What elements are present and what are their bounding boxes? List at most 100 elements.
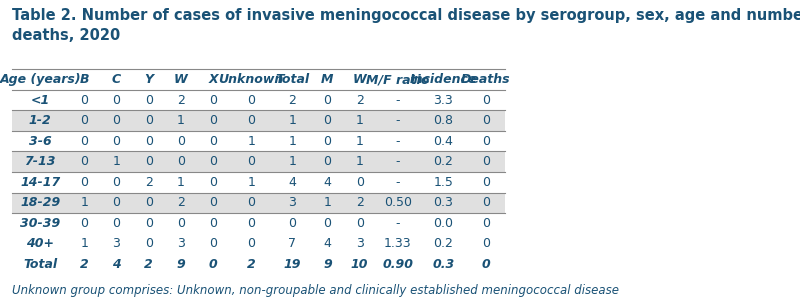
Text: 9: 9 — [177, 258, 186, 271]
Text: 3: 3 — [356, 237, 364, 250]
Text: 0: 0 — [482, 217, 490, 230]
Text: 10: 10 — [351, 258, 369, 271]
Text: 1: 1 — [356, 155, 364, 168]
Text: 1: 1 — [288, 135, 296, 148]
Text: 4: 4 — [112, 258, 121, 271]
Text: 0: 0 — [113, 135, 121, 148]
Text: C: C — [112, 73, 121, 86]
Text: 0.3: 0.3 — [432, 258, 454, 271]
Text: 0: 0 — [482, 196, 490, 209]
Text: 2: 2 — [144, 258, 153, 271]
Text: 0: 0 — [80, 114, 88, 127]
Text: 1: 1 — [356, 135, 364, 148]
Text: 30-39: 30-39 — [20, 217, 60, 230]
Bar — [13, 172, 505, 193]
Text: 0: 0 — [145, 217, 153, 230]
Text: 0: 0 — [247, 196, 255, 209]
Text: 0: 0 — [209, 135, 217, 148]
Bar — [13, 254, 505, 275]
Text: 1: 1 — [80, 237, 88, 250]
Text: 0.2: 0.2 — [434, 237, 453, 250]
Text: -: - — [395, 135, 400, 148]
Text: 3: 3 — [177, 237, 185, 250]
Bar — [13, 110, 505, 131]
Text: 0: 0 — [247, 237, 255, 250]
Text: W: W — [353, 73, 366, 86]
Text: Total: Total — [23, 258, 58, 271]
Text: 0: 0 — [80, 217, 88, 230]
Text: 0: 0 — [247, 217, 255, 230]
Text: Age (years): Age (years) — [0, 73, 81, 86]
Text: 0: 0 — [482, 114, 490, 127]
Text: 0: 0 — [113, 114, 121, 127]
Text: 0: 0 — [356, 217, 364, 230]
Text: 9: 9 — [323, 258, 332, 271]
Text: 4: 4 — [323, 176, 331, 189]
Text: 0.0: 0.0 — [434, 217, 454, 230]
Text: Table 2. Number of cases of invasive meningococcal disease by serogroup, sex, ag: Table 2. Number of cases of invasive men… — [13, 8, 800, 43]
Text: 1: 1 — [113, 155, 120, 168]
Text: 1: 1 — [177, 114, 185, 127]
Text: 0: 0 — [145, 237, 153, 250]
Text: 0: 0 — [177, 135, 185, 148]
Text: 2: 2 — [80, 258, 89, 271]
Text: 2: 2 — [356, 196, 364, 209]
Text: 18-29: 18-29 — [20, 196, 60, 209]
Text: 1: 1 — [177, 176, 185, 189]
Text: Deaths: Deaths — [461, 73, 510, 86]
Text: 0: 0 — [209, 114, 217, 127]
Text: X: X — [208, 73, 218, 86]
Text: 2: 2 — [177, 196, 185, 209]
Text: 0: 0 — [247, 94, 255, 107]
Text: 0: 0 — [209, 176, 217, 189]
Text: 0: 0 — [482, 176, 490, 189]
Text: -: - — [395, 155, 400, 168]
Text: 1: 1 — [288, 155, 296, 168]
Text: -: - — [395, 217, 400, 230]
Text: 14-17: 14-17 — [20, 176, 60, 189]
Text: 0.4: 0.4 — [434, 135, 453, 148]
Text: 0: 0 — [113, 94, 121, 107]
Text: Y: Y — [144, 73, 153, 86]
Text: 3: 3 — [113, 237, 120, 250]
Text: 3: 3 — [288, 196, 296, 209]
Text: 19: 19 — [283, 258, 301, 271]
Text: 2: 2 — [177, 94, 185, 107]
Text: M: M — [321, 73, 334, 86]
Bar — [13, 69, 505, 90]
Text: 2: 2 — [145, 176, 153, 189]
Text: 0: 0 — [80, 155, 88, 168]
Text: 7-13: 7-13 — [25, 155, 56, 168]
Text: 0: 0 — [209, 258, 218, 271]
Text: 0: 0 — [113, 196, 121, 209]
Text: 0: 0 — [209, 94, 217, 107]
Text: 0: 0 — [177, 155, 185, 168]
Text: 2: 2 — [247, 258, 256, 271]
Text: 1.33: 1.33 — [384, 237, 411, 250]
Text: 0: 0 — [247, 114, 255, 127]
Text: 0: 0 — [177, 217, 185, 230]
Text: 0: 0 — [482, 155, 490, 168]
Text: 0: 0 — [356, 176, 364, 189]
Text: 0: 0 — [482, 135, 490, 148]
Text: 1: 1 — [288, 114, 296, 127]
Text: 0: 0 — [80, 135, 88, 148]
Text: 0: 0 — [145, 196, 153, 209]
Text: 4: 4 — [288, 176, 296, 189]
Text: 0.8: 0.8 — [434, 114, 454, 127]
Text: B: B — [79, 73, 89, 86]
Text: 0.3: 0.3 — [434, 196, 453, 209]
Text: -: - — [395, 114, 400, 127]
Text: 0.2: 0.2 — [434, 155, 453, 168]
Bar — [13, 151, 505, 172]
Text: -: - — [395, 94, 400, 107]
Text: 2: 2 — [288, 94, 296, 107]
Text: 0: 0 — [323, 94, 331, 107]
Text: 1: 1 — [247, 176, 255, 189]
Text: Unknown: Unknown — [218, 73, 284, 86]
Text: 2: 2 — [356, 94, 364, 107]
Bar — [13, 193, 505, 213]
Text: 0: 0 — [145, 155, 153, 168]
Text: 1-2: 1-2 — [29, 114, 52, 127]
Text: 0: 0 — [145, 114, 153, 127]
